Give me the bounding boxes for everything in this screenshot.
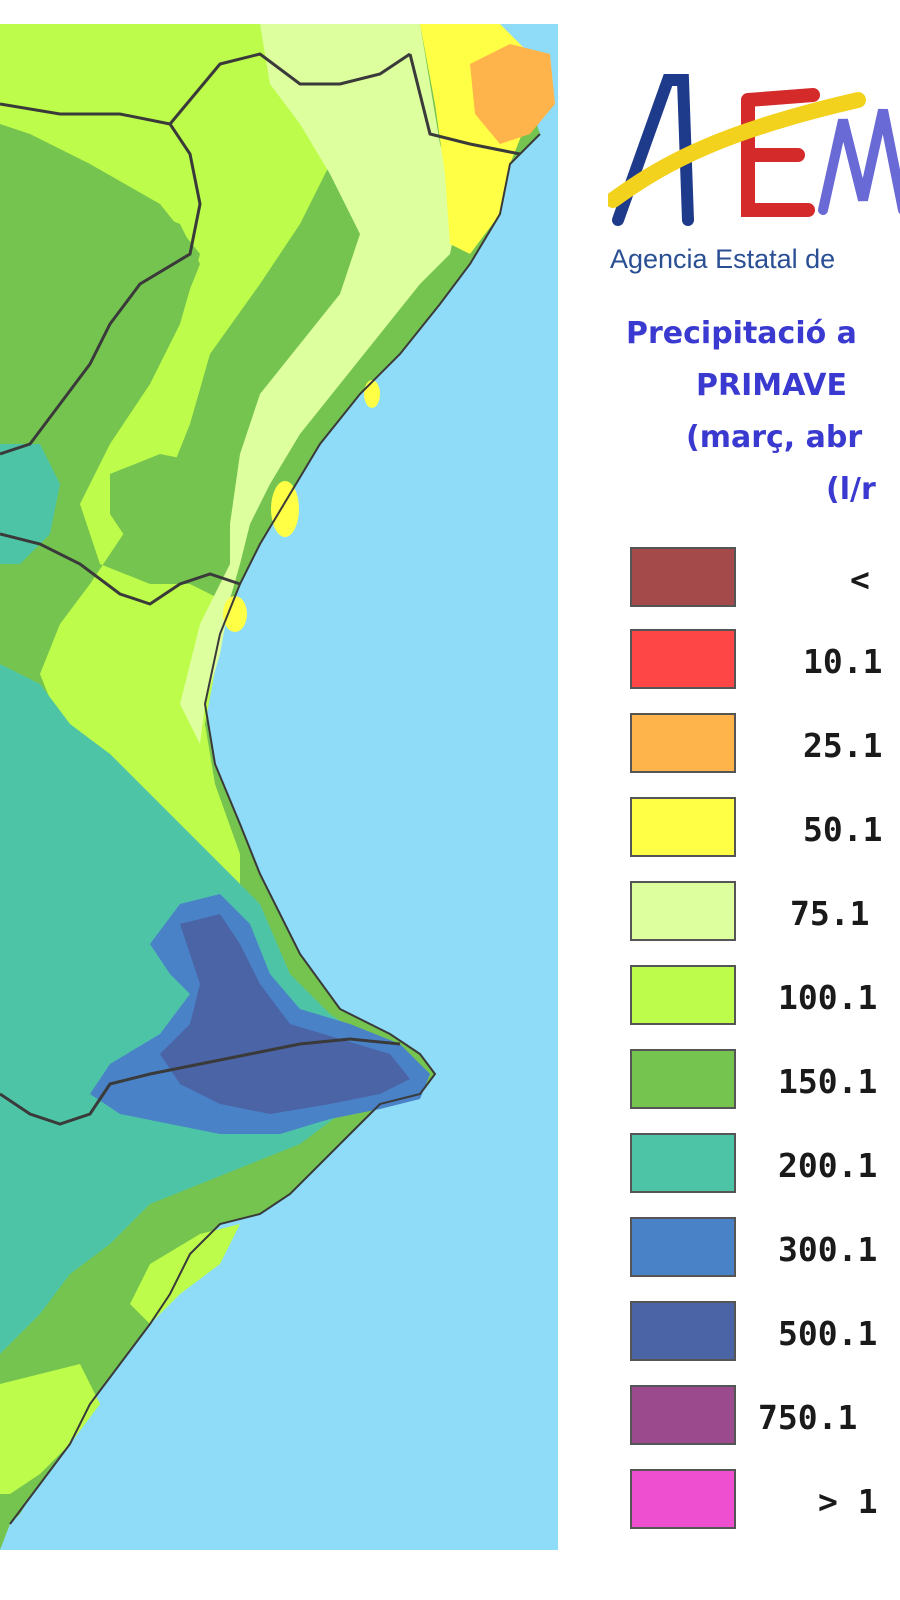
region-border-central [0, 532, 241, 606]
map-title: Precipitació a PRIMAVE (març, abr (l/r [626, 308, 900, 516]
zone-25-north [470, 44, 555, 144]
legend-swatch [630, 1385, 736, 1445]
precipitation-map [0, 24, 558, 1550]
zone-100-southcoast [130, 1224, 240, 1324]
side-panel: Agencia Estatal de Precipitació a PRIMAV… [560, 0, 900, 1600]
legend-swatch [630, 1469, 736, 1529]
title-line-4: (l/r [826, 472, 876, 507]
legend-label: 75.1 [790, 894, 870, 933]
zone-200-west [0, 444, 60, 564]
zone-150-south [0, 1134, 330, 1534]
zone-50-spot-3 [364, 380, 380, 408]
legend-label: 200.1 [778, 1146, 878, 1185]
zone-75-coast [180, 24, 460, 744]
legend-swatch [630, 1133, 736, 1193]
zone-500-core [160, 914, 410, 1114]
legend: < 10.1 25.1 50.1 75.1 100.1 150.1 200.1 … [560, 0, 900, 1600]
legend-swatch [630, 1217, 736, 1277]
legend-label: 100.1 [778, 978, 878, 1017]
title-line-2: PRIMAVE [696, 368, 847, 403]
zone-50-spot-2 [223, 596, 247, 632]
legend-label: < [850, 560, 870, 599]
legend-label: 150.1 [778, 1062, 878, 1101]
region-border-north [0, 52, 521, 456]
legend-label: 25.1 [803, 726, 883, 765]
legend-label: 500.1 [778, 1314, 878, 1353]
legend-swatch [630, 713, 736, 773]
region-border-south [0, 1037, 401, 1126]
legend-swatch [630, 1049, 736, 1109]
legend-swatch [630, 965, 736, 1025]
zone-50-spot-1 [271, 481, 299, 537]
legend-label: 50.1 [803, 810, 883, 849]
zone-150-central [110, 454, 220, 564]
legend-swatch [630, 1301, 736, 1361]
coastline [9, 133, 541, 1525]
legend-label: 750.1 [758, 1398, 858, 1437]
title-line-3: (març, abr [686, 420, 863, 455]
aemet-logo-graphic [605, 74, 900, 226]
legend-label: 10.1 [803, 642, 883, 681]
title-line-1: Precipitació a [626, 316, 857, 351]
legend-swatch [630, 881, 736, 941]
map-svg [0, 24, 558, 1550]
legend-label: > 1 [818, 1482, 878, 1521]
legend-swatch [630, 797, 736, 857]
zone-100-southwest [0, 1364, 100, 1494]
zone-100-north [0, 24, 360, 884]
aemet-logo [605, 60, 900, 240]
legend-label: 300.1 [778, 1230, 878, 1269]
agency-name: Agencia Estatal de [610, 244, 836, 274]
legend-swatch [630, 547, 736, 607]
legend-swatch [630, 629, 736, 689]
